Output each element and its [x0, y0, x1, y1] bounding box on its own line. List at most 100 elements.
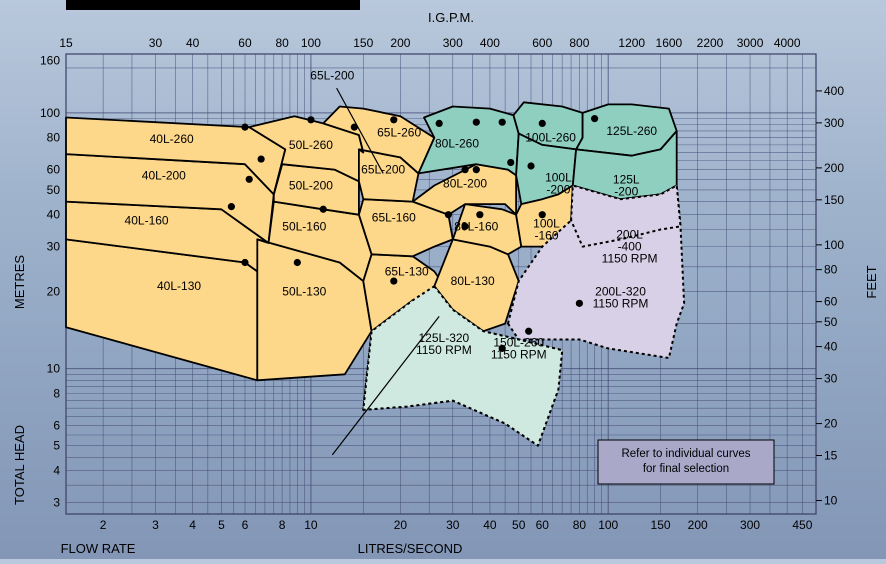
- region-label: 1150 RPM: [593, 296, 649, 310]
- y-tick-label-left: 30: [47, 240, 61, 254]
- region-label: 100L: [533, 216, 560, 230]
- region-150l-260-1150-rpm: [362, 285, 564, 447]
- top-tick-label: 4000: [774, 36, 801, 50]
- y-tick-label-left: 3: [53, 495, 60, 509]
- region-label: 40L-200: [142, 168, 186, 182]
- y-tick-label-right: 50: [824, 315, 838, 329]
- operating-point-marker: [461, 222, 469, 230]
- y-tick-label-left: 10: [47, 362, 61, 376]
- x-tick-label: 60: [536, 518, 550, 532]
- operating-point-marker: [241, 258, 249, 267]
- operating-point-marker: [435, 119, 443, 127]
- region-label: 50L-200: [289, 179, 333, 193]
- x-tick-label: 30: [446, 518, 460, 532]
- y-tick-label-right: 40: [824, 340, 838, 354]
- region-label: 65L-130: [385, 264, 429, 278]
- operating-point-marker: [293, 258, 301, 267]
- operating-point-marker: [527, 162, 535, 170]
- region-label: 150L-260: [493, 335, 544, 349]
- x-tick-label: 6: [242, 518, 249, 532]
- y-tick-label-left: 40: [47, 208, 61, 222]
- top-tick-label: 1600: [656, 36, 683, 50]
- operating-point-marker: [538, 119, 546, 127]
- region-label: -400: [618, 240, 642, 254]
- x-tick-label: 50: [512, 518, 526, 532]
- header-black-bar: [66, 0, 360, 10]
- region-label: 65L-200: [361, 163, 405, 177]
- region-label: -200: [546, 182, 570, 196]
- operating-point-marker: [257, 155, 265, 163]
- operating-point-marker: [350, 123, 358, 131]
- callout-label-65l-200: 65L-200: [310, 69, 354, 83]
- region-label: 50L-130: [282, 285, 326, 299]
- top-tick-label: 30: [149, 36, 163, 50]
- x-tick-label: 5: [218, 518, 225, 532]
- top-tick-label: 100: [301, 36, 321, 50]
- region-label: 50L-260: [289, 138, 333, 152]
- region-label: 80L-200: [443, 176, 487, 190]
- operating-point-marker: [525, 327, 533, 335]
- y-tick-label-right: 15: [824, 449, 838, 463]
- y-tick-label-left: 60: [47, 163, 61, 177]
- top-tick-label: 2200: [697, 36, 724, 50]
- region-label: 125L-260: [606, 124, 657, 138]
- region-label: 65L-160: [372, 210, 416, 224]
- operating-point-marker: [245, 175, 253, 183]
- region-label: 125L: [613, 173, 640, 187]
- y-tick-label-right: 400: [824, 84, 844, 98]
- x-tick-label: 80: [573, 518, 587, 532]
- top-tick-label: 3000: [737, 36, 764, 50]
- y-axis-label-feet: FEET: [864, 265, 879, 298]
- region-200l-400-1150-rpm: [570, 184, 682, 248]
- y-tick-label-right: 10: [824, 494, 838, 508]
- region-label: 80L-160: [454, 219, 498, 233]
- callout-line: [331, 316, 440, 456]
- selection-note-box: [597, 439, 775, 485]
- region-label: 40L-130: [157, 279, 201, 293]
- region-label: 1150 RPM: [416, 343, 472, 357]
- region-label: 50L-160: [282, 219, 326, 233]
- region-label: 100L: [545, 170, 572, 184]
- operating-point-marker: [498, 344, 506, 352]
- x-axis-label-left: FLOW RATE: [61, 541, 136, 556]
- operating-point-marker: [591, 115, 599, 123]
- operating-point-marker: [498, 118, 506, 126]
- top-tick-label: 60: [238, 36, 252, 50]
- y-tick-label-left: 50: [47, 183, 61, 197]
- y-axis-label-total-head: TOTAL HEAD: [12, 425, 27, 505]
- operating-point-marker: [227, 203, 235, 211]
- x-tick-label: 40: [483, 518, 497, 532]
- top-tick-label: 1200: [618, 36, 645, 50]
- y-tick-label-right: 300: [824, 116, 844, 130]
- region-label: 40L-260: [150, 132, 194, 146]
- y-tick-label-right: 200: [824, 161, 844, 175]
- y-tick-label-right: 80: [824, 263, 838, 277]
- region-label: 200L-320: [595, 284, 646, 298]
- region-label: 1150 RPM: [602, 252, 658, 266]
- y-tick-label-right: 150: [824, 193, 844, 207]
- x-axis-label-right: LITRES/SECOND: [358, 541, 463, 556]
- y-tick-label-left: 80: [47, 131, 61, 145]
- operating-point-marker: [575, 299, 584, 307]
- x-tick-label: 4: [189, 518, 196, 532]
- operating-point-marker: [461, 166, 469, 174]
- region-label: 100L-260: [525, 131, 576, 145]
- operating-point-marker: [390, 116, 398, 124]
- y-tick-label-right: 30: [824, 372, 838, 386]
- top-tick-label: 80: [275, 36, 289, 50]
- operating-point-marker: [319, 205, 327, 213]
- y-axis-label-metres: METRES: [12, 255, 27, 310]
- region-label: 125L-320: [419, 331, 470, 345]
- x-tick-label: 10: [304, 518, 318, 532]
- y-tick-label-left: 6: [53, 418, 60, 432]
- operating-point-marker: [538, 211, 546, 219]
- y-tick-label-left: 160: [40, 54, 60, 68]
- top-tick-label: 300: [443, 36, 463, 50]
- x-tick-label: 200: [688, 518, 708, 532]
- region-label: -160: [534, 228, 558, 242]
- top-tick-label: 800: [569, 36, 589, 50]
- region-label: 40L-160: [125, 213, 169, 227]
- operating-point-marker: [472, 118, 480, 126]
- operating-point-marker: [241, 123, 249, 131]
